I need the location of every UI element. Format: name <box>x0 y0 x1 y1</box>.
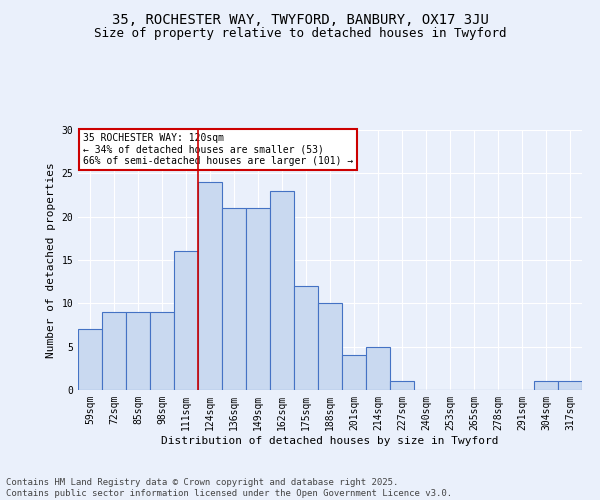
Text: 35, ROCHESTER WAY, TWYFORD, BANBURY, OX17 3JU: 35, ROCHESTER WAY, TWYFORD, BANBURY, OX1… <box>112 12 488 26</box>
Bar <box>534 382 558 390</box>
Bar <box>366 346 390 390</box>
Bar <box>246 208 270 390</box>
Y-axis label: Number of detached properties: Number of detached properties <box>46 162 56 358</box>
Bar <box>294 286 318 390</box>
Bar <box>222 208 246 390</box>
Bar <box>342 356 366 390</box>
Bar <box>270 190 294 390</box>
Text: Contains HM Land Registry data © Crown copyright and database right 2025.
Contai: Contains HM Land Registry data © Crown c… <box>6 478 452 498</box>
Bar <box>150 312 174 390</box>
Bar <box>174 252 198 390</box>
Bar <box>558 382 582 390</box>
Text: Size of property relative to detached houses in Twyford: Size of property relative to detached ho… <box>94 28 506 40</box>
Bar <box>318 304 342 390</box>
Text: 35 ROCHESTER WAY: 120sqm
← 34% of detached houses are smaller (53)
66% of semi-d: 35 ROCHESTER WAY: 120sqm ← 34% of detach… <box>83 132 353 166</box>
X-axis label: Distribution of detached houses by size in Twyford: Distribution of detached houses by size … <box>161 436 499 446</box>
Bar <box>390 382 414 390</box>
Bar <box>78 330 102 390</box>
Bar <box>126 312 150 390</box>
Bar <box>198 182 222 390</box>
Bar <box>102 312 126 390</box>
